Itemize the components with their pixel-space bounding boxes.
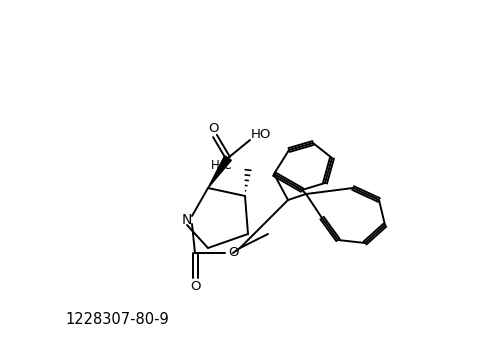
Text: O: O <box>190 280 200 292</box>
Text: N: N <box>182 213 192 227</box>
Text: O: O <box>228 246 239 258</box>
Text: H₃C: H₃C <box>211 159 233 171</box>
Text: O: O <box>208 121 218 135</box>
Polygon shape <box>208 156 231 188</box>
Text: 1228307-80-9: 1228307-80-9 <box>65 312 169 327</box>
Text: HO: HO <box>251 127 272 141</box>
